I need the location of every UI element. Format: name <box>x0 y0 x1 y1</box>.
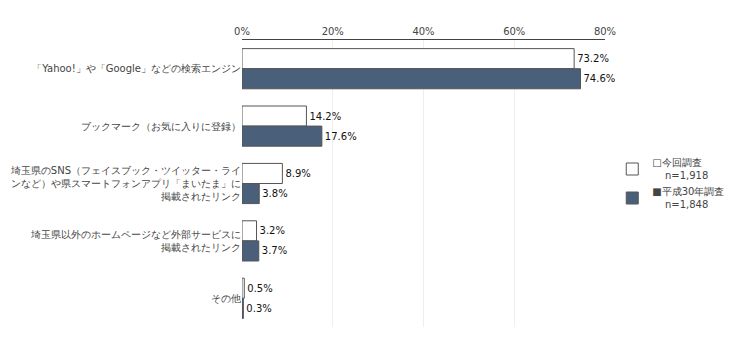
svg-text:埼玉県以外のホームページなど外部サービスに掲載されたリンク: 埼玉県以外のホームページなど外部サービスに掲載されたリンク <box>30 229 241 253</box>
svg-text:3.8%: 3.8% <box>262 188 287 199</box>
svg-text:73.2%: 73.2% <box>577 53 609 64</box>
svg-text:3.7%: 3.7% <box>262 245 287 256</box>
svg-text:■平成30年調査 n=1,848: ■平成30年調査 n=1,848 <box>652 186 724 210</box>
svg-text:74.6%: 74.6% <box>584 73 616 84</box>
svg-text:その他: その他 <box>211 293 241 304</box>
svg-text:「Yahoo!」や「Google」などの検索エンジン: 「Yahoo!」や「Google」などの検索エンジン <box>32 63 241 74</box>
svg-text:17.6%: 17.6% <box>325 131 357 142</box>
svg-text:60%: 60% <box>503 26 525 37</box>
svg-text:3.2%: 3.2% <box>260 225 285 236</box>
svg-text:40%: 40% <box>412 26 434 37</box>
svg-text:埼玉県のSNS（フェイスブック・ツイッター・ラインなど）や県: 埼玉県のSNS（フェイスブック・ツイッター・ラインなど）や県スマートフォンアプリ… <box>10 165 241 202</box>
svg-text:0.3%: 0.3% <box>246 303 271 314</box>
svg-text:8.9%: 8.9% <box>285 168 310 179</box>
svg-text:14.2%: 14.2% <box>309 111 341 122</box>
svg-text:0%: 0% <box>234 26 250 37</box>
svg-text:□今回調査 n=1,918: □今回調査 n=1,918 <box>652 157 708 181</box>
svg-text:0.5%: 0.5% <box>247 283 272 294</box>
svg-text:ブックマーク（お気に入りに登録）: ブックマーク（お気に入りに登録） <box>81 121 241 132</box>
svg-text:20%: 20% <box>322 26 344 37</box>
svg-text:80%: 80% <box>594 26 616 37</box>
